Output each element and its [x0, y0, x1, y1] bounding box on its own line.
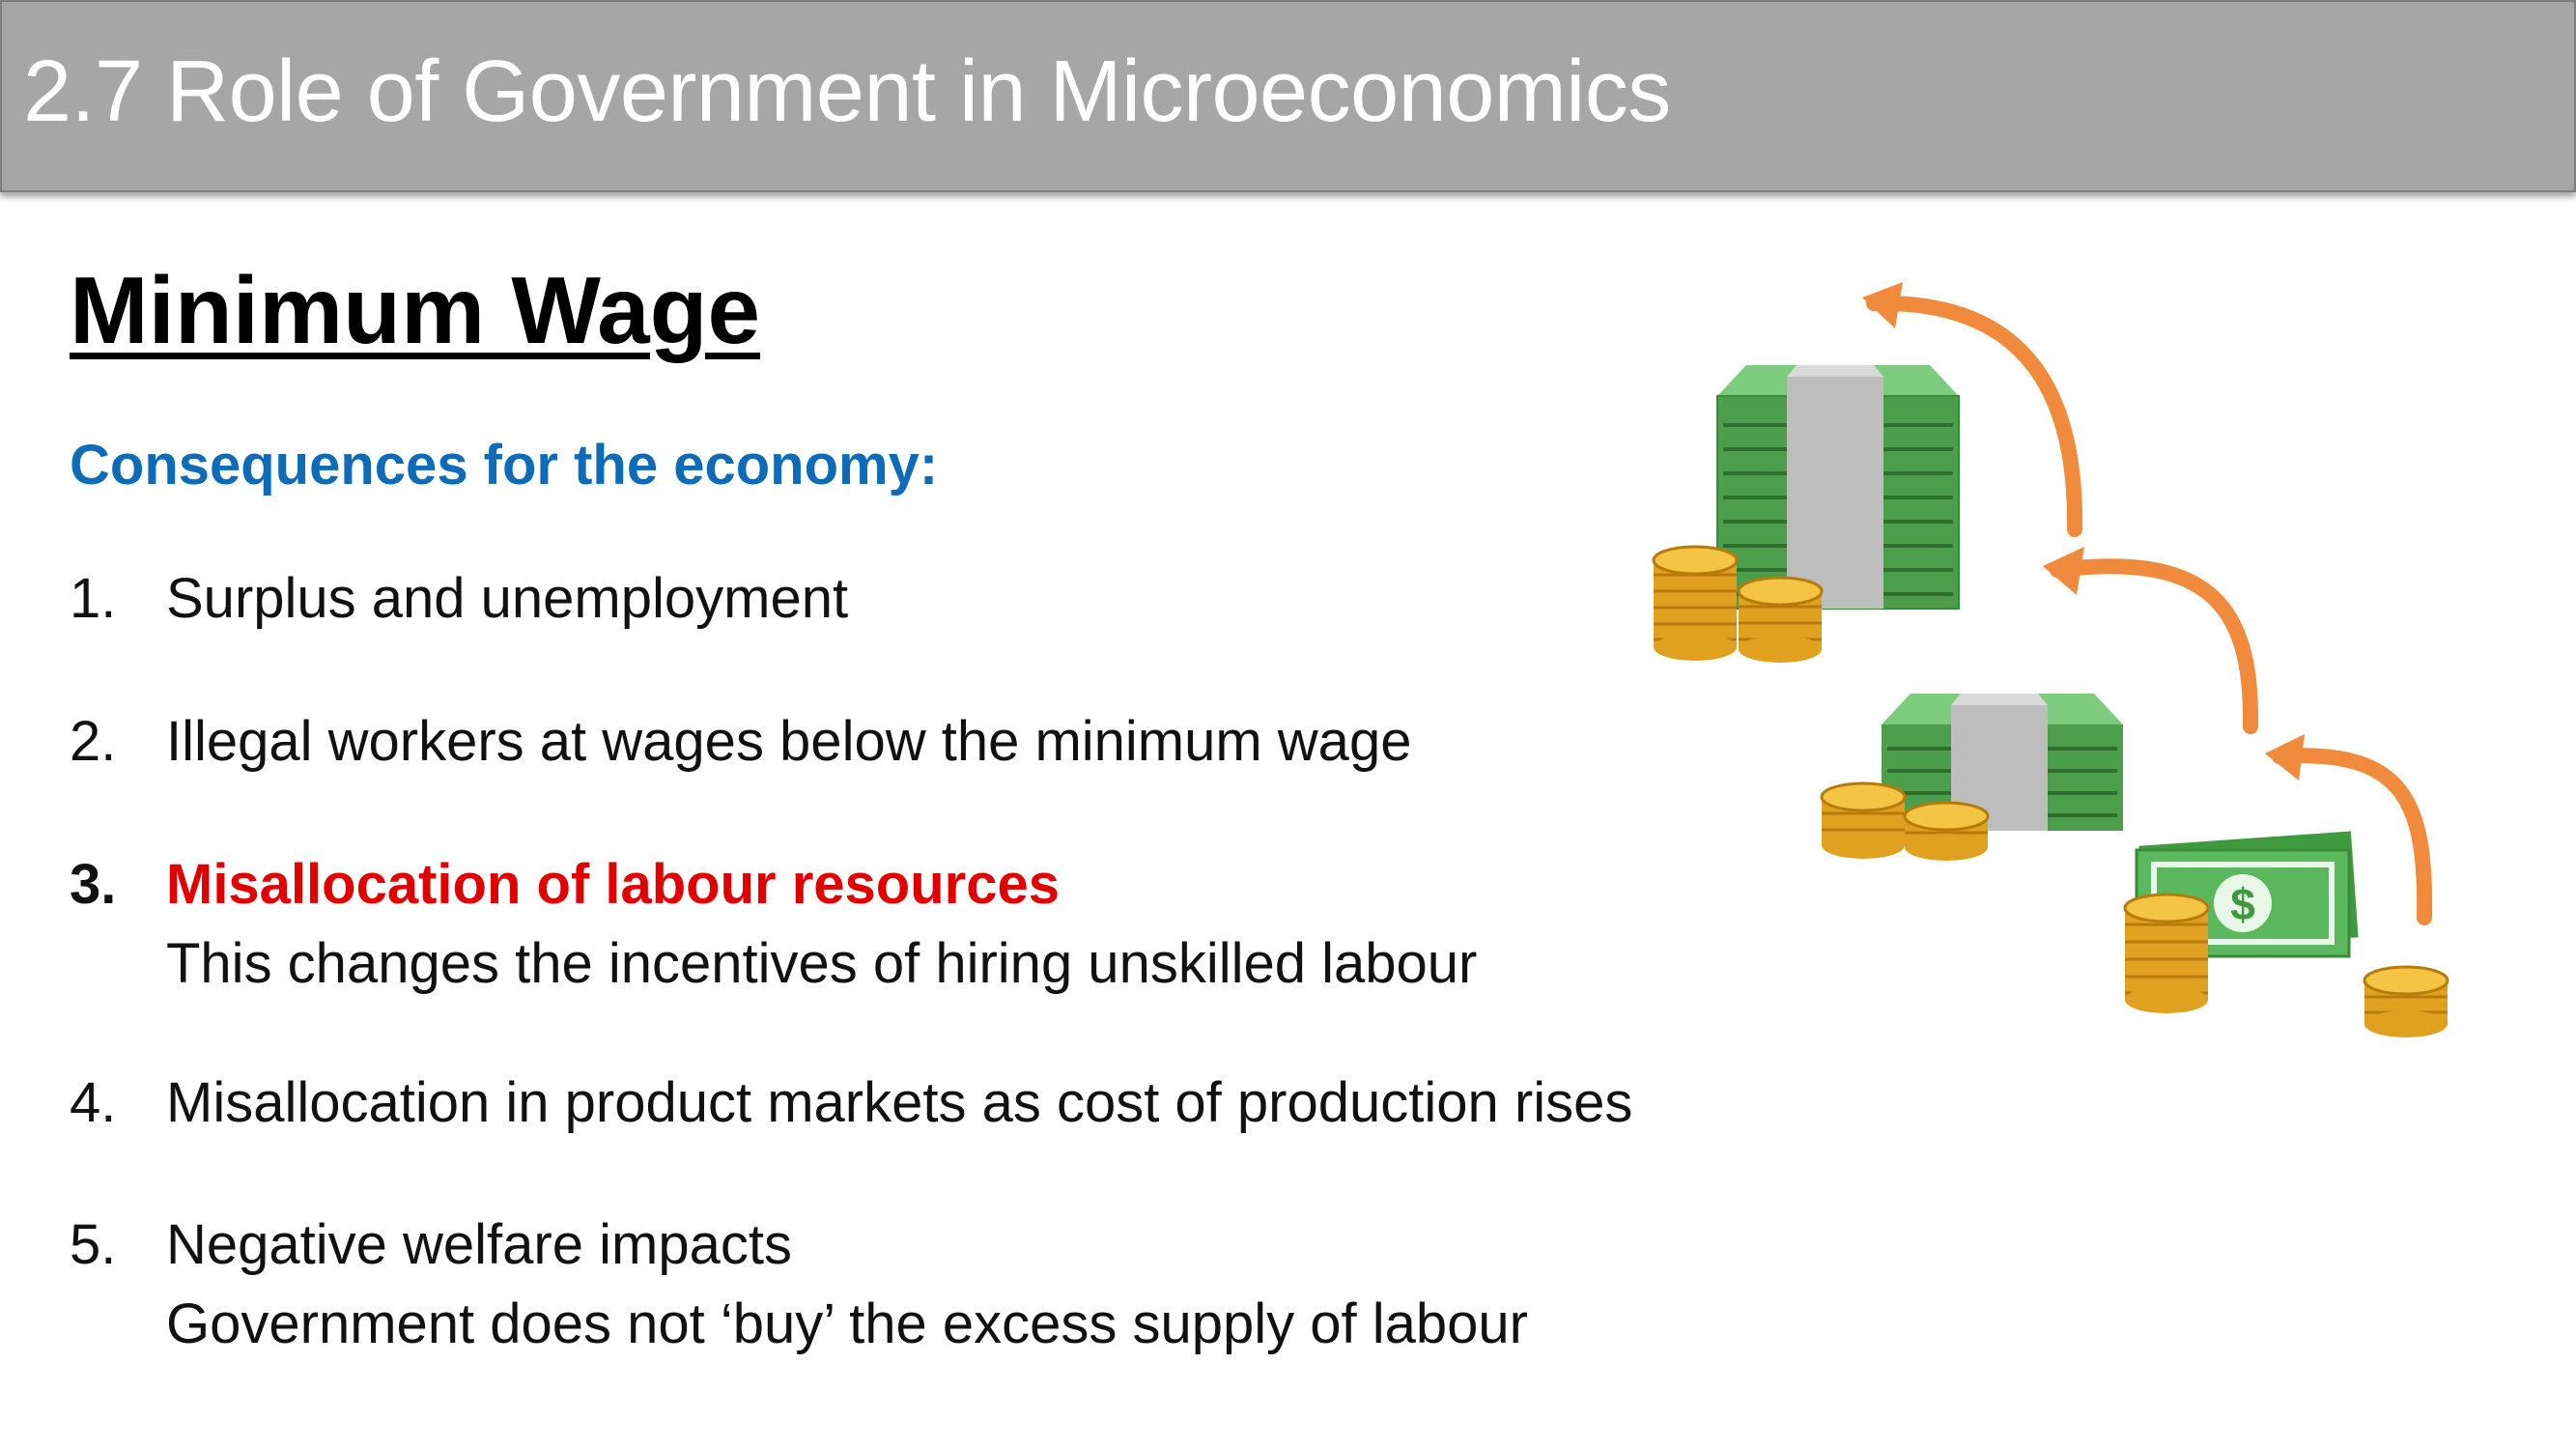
arrow-icon [2050, 558, 2259, 734]
large-cash-stack-icon [1716, 365, 1960, 610]
list-number: 5. [70, 1213, 117, 1276]
coin-stack-icon [2363, 965, 2449, 1037]
list-text: Negative welfare impacts [166, 1213, 792, 1276]
arrowhead-icon [2043, 547, 2084, 595]
list-text: Illegal workers at wages below the minim… [166, 710, 1412, 773]
coin-stack-icon [1903, 801, 1990, 861]
list-text: Misallocation in product markets as cost… [166, 1071, 1633, 1134]
svg-text:$: $ [2230, 879, 2255, 929]
page-title: 2.7 Role of Government in Microeconomics [23, 43, 1671, 140]
list-number: 4. [70, 1071, 117, 1134]
list-text-highlighted: Misallocation of labour resources [166, 853, 1060, 916]
coin-stack-icon [1737, 576, 1824, 663]
money-stacks-decreasing-icon: $ [1652, 282, 2449, 1037]
coin-stack-icon [2123, 893, 2210, 1013]
list-number: 1. [70, 567, 117, 630]
coin-stack-icon [1652, 545, 1739, 661]
arrow-icon [2272, 748, 2433, 925]
list-detail: Government does not ‘buy’ the excess sup… [166, 1293, 1528, 1355]
arrowhead-icon [1862, 282, 1903, 328]
slide-heading: Minimum Wage [70, 257, 761, 363]
coin-stack-icon [1820, 781, 1907, 859]
arrowhead-icon [2265, 734, 2305, 781]
list-number: 3. [70, 853, 117, 916]
list-text: Surplus and unemployment [166, 567, 849, 630]
consequences-subheading: Consequences for the economy: [70, 434, 939, 497]
list-detail: This changes the incentives of hiring un… [166, 932, 1478, 995]
arrow-icon [1866, 295, 2083, 537]
title-bar: 2.7 Role of Government in Microeconomics [0, 0, 2576, 192]
list-number: 2. [70, 710, 117, 773]
